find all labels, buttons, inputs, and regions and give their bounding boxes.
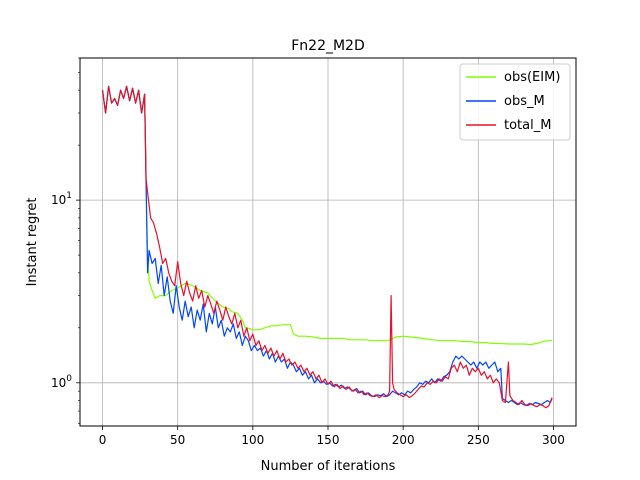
y-tick-base: 10 <box>51 193 66 207</box>
plot-lines <box>101 85 553 409</box>
x-tick-label: 250 <box>467 433 490 447</box>
y-tick-exponent: 1 <box>66 191 72 201</box>
chart-title: Fn22_M2D <box>291 38 365 54</box>
y-tick-label: 101 <box>51 191 72 207</box>
series-line-total-m <box>101 85 553 409</box>
x-tick-label: 0 <box>99 433 107 447</box>
y-tick-label: 100 <box>51 374 72 390</box>
grid <box>80 58 576 426</box>
y-tick-base: 10 <box>51 376 66 390</box>
legend-box <box>459 63 571 141</box>
x-tick-label: 200 <box>392 433 415 447</box>
legend-label: obs_M <box>504 94 545 109</box>
y-axis-label: Instant regret <box>25 198 40 287</box>
x-tick-label: 50 <box>170 433 185 447</box>
x-tick-label: 300 <box>542 433 565 447</box>
legend-items: obs(EIM) obs_M total_M <box>466 70 560 133</box>
y-tick-exponent: 0 <box>66 374 72 384</box>
series-line-obs-m <box>101 85 553 407</box>
x-axis-label: Number of iterations <box>261 459 396 474</box>
x-tick-label: 100 <box>241 433 264 447</box>
legend-label: obs(EIM) <box>504 70 560 85</box>
legend-label: total_M <box>504 118 551 133</box>
legend: obs(EIM) obs_M total_M <box>459 63 571 141</box>
x-tick-label: 150 <box>317 433 340 447</box>
